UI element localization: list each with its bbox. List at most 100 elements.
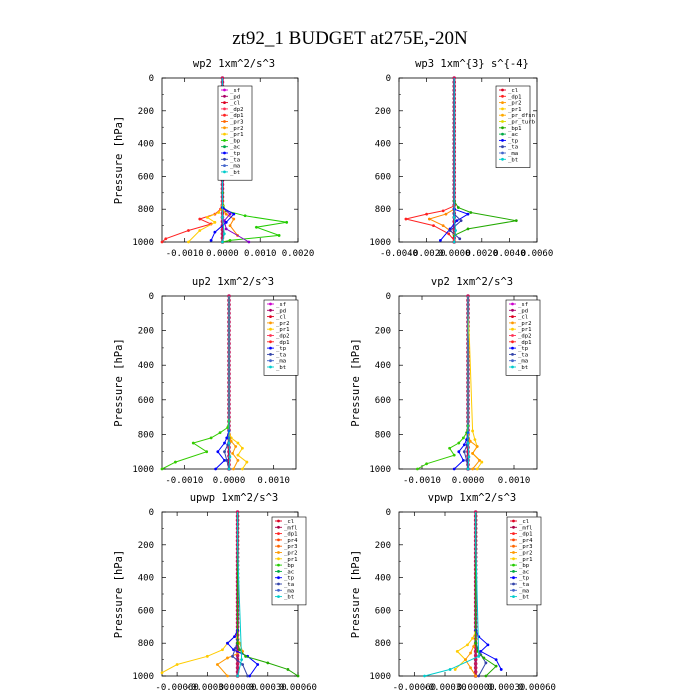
legend-marker xyxy=(223,113,226,117)
legend-marker xyxy=(501,139,504,142)
y-tick-label: 0 xyxy=(386,292,391,302)
series-point xyxy=(486,643,490,647)
y-tick-label: 200 xyxy=(138,541,154,551)
x-tick-label: 0.0020 xyxy=(282,249,315,259)
legend-entry: _dp1 xyxy=(519,532,532,538)
series-line xyxy=(417,296,469,470)
series-point xyxy=(229,439,233,443)
series-point xyxy=(494,664,498,668)
series-point xyxy=(234,445,238,448)
y-tick-label: 200 xyxy=(375,327,391,337)
legend-entry: _pr3 xyxy=(519,544,532,550)
y-tick-label: 400 xyxy=(138,361,154,371)
series-point xyxy=(462,458,465,462)
series-point xyxy=(425,212,428,216)
legend-entry: _pr2 xyxy=(519,551,532,557)
legend-entry: _pd xyxy=(276,308,286,314)
y-tick-label: 0 xyxy=(149,508,154,518)
y-axis-label: Pressure [hPa] xyxy=(113,550,125,639)
legend-entry: _pr4 xyxy=(284,538,298,544)
series-line xyxy=(161,296,230,470)
y-axis-label: Pressure [hPa] xyxy=(113,338,125,427)
chart-panel-6: vpwp 1xm^2/s^3 0 200 400 600 800 1000 Pressure … xyxy=(350,492,556,693)
zero-profile-marker xyxy=(473,670,478,674)
series-line xyxy=(228,296,231,470)
legend-entry: _ac xyxy=(284,569,294,575)
series-point xyxy=(160,240,164,244)
legend-entry: _bt xyxy=(276,365,286,371)
legend-marker xyxy=(511,353,514,356)
series-point xyxy=(225,436,229,440)
y-tick-label: 200 xyxy=(138,107,154,117)
y-tick-label: 0 xyxy=(386,74,391,84)
legend-marker xyxy=(269,340,272,344)
series-point xyxy=(471,429,474,433)
series-point xyxy=(466,467,470,471)
series-point xyxy=(477,654,481,658)
series-line xyxy=(453,296,469,470)
series-point xyxy=(198,229,202,232)
legend-entry: _bt xyxy=(518,365,528,371)
legend-marker xyxy=(277,595,280,598)
series-point xyxy=(425,462,428,466)
legend-marker xyxy=(501,157,504,161)
series-point xyxy=(459,219,463,223)
series-point xyxy=(238,641,241,645)
series-line xyxy=(215,296,230,470)
series-point xyxy=(216,663,219,666)
legend-entry: _dp1 xyxy=(508,94,521,100)
series-point xyxy=(236,641,239,645)
series-point xyxy=(439,238,442,242)
legend-marker xyxy=(269,308,272,312)
x-tick-label: 0.00000 xyxy=(457,683,495,693)
legend-entry: _sf xyxy=(518,302,528,308)
series-point xyxy=(266,661,270,665)
legend-marker xyxy=(511,334,514,337)
series-point xyxy=(228,238,232,242)
series-point xyxy=(226,426,230,429)
y-tick-label: 200 xyxy=(138,327,154,337)
x-tick-label: -0.00030 xyxy=(423,683,466,693)
legend-marker xyxy=(223,88,226,92)
y-tick-label: 400 xyxy=(138,140,154,150)
legend-marker xyxy=(512,538,515,542)
legend-entry: _pr2 xyxy=(230,126,243,132)
series-point xyxy=(243,214,247,218)
legend-marker xyxy=(277,576,280,580)
series-point xyxy=(222,219,226,223)
series-point xyxy=(232,467,235,471)
legend-marker xyxy=(512,563,515,567)
series-point xyxy=(221,216,224,219)
legend-entry: _tp xyxy=(230,151,241,157)
legend-entry: _pr2 xyxy=(508,101,521,107)
series-point xyxy=(225,458,229,462)
y-axis-label: Pressure [hPa] xyxy=(350,338,362,427)
x-tick-label: -0.0010 xyxy=(403,476,441,486)
series-point xyxy=(191,441,195,445)
series-point xyxy=(223,441,226,445)
legend-marker xyxy=(512,588,515,592)
series-point xyxy=(240,658,243,661)
legend-entry: _bt xyxy=(508,157,518,163)
legend-marker xyxy=(223,151,226,155)
y-tick-label: 600 xyxy=(138,396,154,406)
series-line xyxy=(424,512,480,677)
y-tick-label: 800 xyxy=(375,639,391,649)
legend-entry: _pr2 xyxy=(284,551,297,557)
series-point xyxy=(462,436,465,440)
legend-entry: _ac xyxy=(508,132,518,138)
legend-marker xyxy=(277,532,280,535)
legend-marker xyxy=(269,327,272,331)
series-point xyxy=(223,450,226,454)
legend-marker xyxy=(512,525,515,529)
legend-entry: _sf xyxy=(230,88,240,94)
series-point xyxy=(205,654,209,658)
series-point xyxy=(457,450,461,454)
series-point xyxy=(224,212,228,216)
legend-entry: _cl xyxy=(519,519,529,525)
legend-entry: _bp xyxy=(230,138,241,144)
series-point xyxy=(223,458,226,462)
legend-entry: _dp1 xyxy=(276,340,289,346)
zero-profile-marker xyxy=(235,653,240,658)
